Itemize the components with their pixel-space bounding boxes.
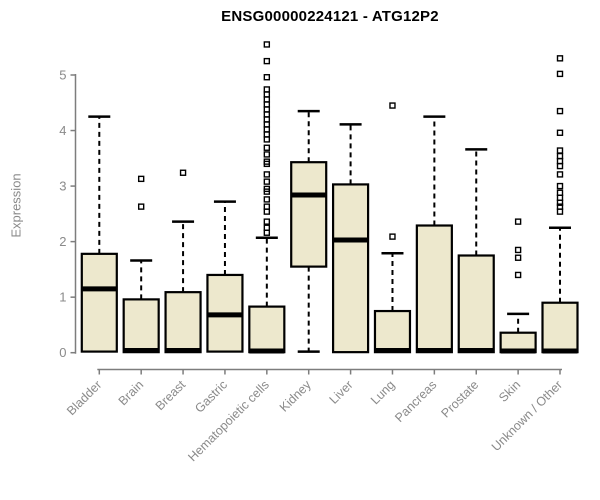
y-tick-label: 4 (59, 123, 66, 138)
y-tick-label: 0 (59, 345, 66, 360)
outlier-point (556, 55, 564, 62)
outlier-point (556, 162, 564, 170)
outlier-point (514, 271, 522, 279)
outlier-point (263, 131, 271, 138)
x-tick-label: Liver (327, 378, 356, 407)
outlier-point (137, 175, 145, 183)
outlier-point (556, 194, 564, 201)
outlier-point (263, 224, 271, 231)
x-tick-label: Hematopoietic cells (185, 378, 272, 465)
outlier-point (556, 107, 564, 115)
outlier-point (263, 57, 271, 65)
outlier-point (263, 151, 271, 158)
box-Kidney (290, 161, 328, 268)
x-tick-label: Bladder (64, 378, 104, 418)
outlier-point (263, 203, 271, 210)
outlier-point (263, 158, 271, 165)
outlier-point (556, 208, 564, 215)
outlier-point (556, 203, 564, 210)
outlier-point (556, 70, 564, 78)
outlier-point (263, 208, 271, 215)
outlier-point (556, 171, 564, 178)
y-tick-label: 2 (59, 234, 66, 249)
outlier-point (389, 233, 396, 240)
box-Bladder (80, 252, 118, 353)
outlier-point (389, 102, 396, 109)
x-tick-label: Gastric (192, 378, 230, 416)
outlier-point (263, 218, 271, 225)
box-Brain (122, 298, 160, 354)
y-tick-label: 3 (59, 179, 66, 194)
outlier-point (263, 229, 271, 236)
outlier-point (556, 182, 564, 190)
box-Liver (331, 183, 370, 354)
x-tick-label: Pancreas (392, 378, 439, 425)
box-Prostate (457, 254, 495, 354)
outlier-point (556, 147, 564, 154)
box-Lung (373, 309, 412, 354)
y-tick-label: 5 (59, 68, 66, 83)
outlier-point (179, 169, 187, 176)
x-tick-label: Brain (116, 378, 147, 409)
outlier-point (263, 111, 271, 118)
outlier-point (556, 129, 564, 136)
outlier-point (263, 74, 271, 81)
outlier-point (263, 178, 271, 185)
outlier-point (263, 185, 271, 193)
outlier-point (514, 254, 522, 261)
outlier-point (263, 41, 271, 48)
outlier-point (556, 152, 564, 160)
outlier-point (263, 116, 271, 123)
y-tick-label: 1 (59, 290, 66, 305)
outlier-point (514, 218, 522, 225)
outlier-point (514, 246, 522, 254)
x-tick-label: Breast (153, 377, 189, 413)
chart-title: ENSG00000224121 - ATG12P2 (221, 8, 439, 25)
outlier-point (556, 189, 564, 196)
x-tick-label: Skin (496, 378, 523, 405)
outlier-point (263, 96, 271, 103)
outlier-point (263, 196, 271, 203)
x-tick-label: Kidney (277, 377, 314, 414)
outlier-point (263, 91, 271, 98)
outlier-point (263, 171, 271, 178)
box-Hematopoietic cells (248, 305, 286, 354)
outlier-point (263, 106, 271, 113)
outlier-point (263, 136, 271, 143)
outlier-point (263, 126, 271, 133)
outlier-point (137, 203, 145, 210)
outlier-point (556, 157, 564, 165)
x-tick-label: Unknown / Other (489, 378, 565, 454)
box-Unknown / Other (541, 301, 579, 354)
outlier-point (263, 101, 271, 108)
box-Pancreas (415, 224, 453, 354)
outlier-point (263, 144, 271, 151)
outlier-point (263, 121, 271, 128)
box-Breast (164, 291, 202, 354)
x-tick-label: Lung (368, 378, 398, 408)
x-tick-label: Prostate (439, 378, 482, 421)
outlier-point (263, 86, 271, 93)
